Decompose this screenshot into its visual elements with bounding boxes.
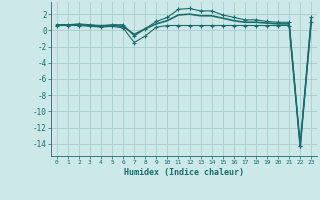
X-axis label: Humidex (Indice chaleur): Humidex (Indice chaleur) — [124, 168, 244, 177]
